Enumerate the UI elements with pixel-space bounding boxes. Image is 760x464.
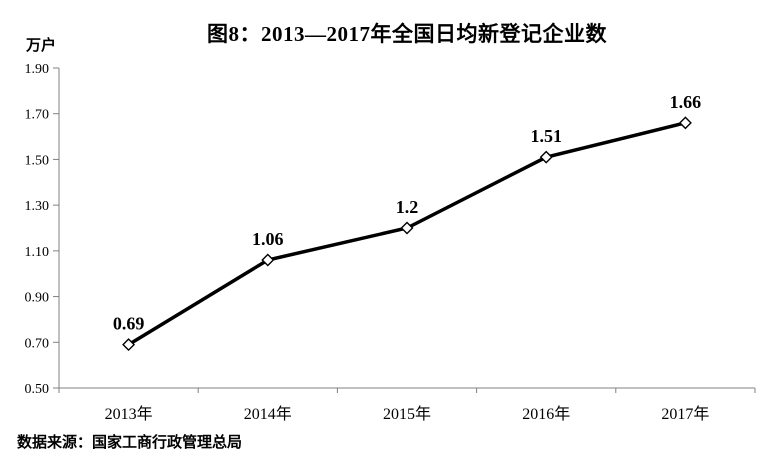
data-point-label: 1.66 (670, 92, 702, 112)
data-point-label: 0.69 (113, 314, 145, 334)
x-axis-label: 2015年 (383, 405, 431, 423)
y-axis-tick-label: 1.10 (25, 245, 50, 260)
y-axis-tick-label: 1.50 (25, 153, 50, 168)
y-axis-tick-label: 0.50 (25, 382, 50, 397)
x-axis-label: 2013年 (105, 405, 153, 423)
data-point-marker (539, 150, 553, 164)
y-axis-tick-label: 1.30 (25, 199, 50, 214)
x-axis-label: 2017年 (661, 405, 709, 423)
x-axis-label: 2016年 (522, 405, 570, 423)
y-axis-tick-label: 0.90 (25, 291, 50, 306)
data-point-label: 1.51 (530, 126, 562, 146)
y-axis-tick-label: 1.70 (25, 108, 50, 123)
y-axis-tick-label: 0.70 (25, 336, 50, 351)
x-axis-label: 2014年 (244, 405, 292, 423)
data-point-marker (678, 116, 692, 130)
data-point-label: 1.06 (252, 229, 284, 249)
data-source-note: 数据来源：国家工商行政管理总局 (17, 435, 243, 451)
data-point-marker (261, 253, 275, 267)
data-point-marker (122, 338, 136, 352)
y-axis-unit-label: 万户 (26, 38, 57, 54)
data-point-marker (400, 221, 414, 235)
chart-title: 图8：2013—2017年全国日均新登记企业数 (207, 22, 607, 46)
y-axis-tick-label: 1.90 (25, 62, 50, 77)
data-point-label: 1.2 (396, 197, 419, 217)
